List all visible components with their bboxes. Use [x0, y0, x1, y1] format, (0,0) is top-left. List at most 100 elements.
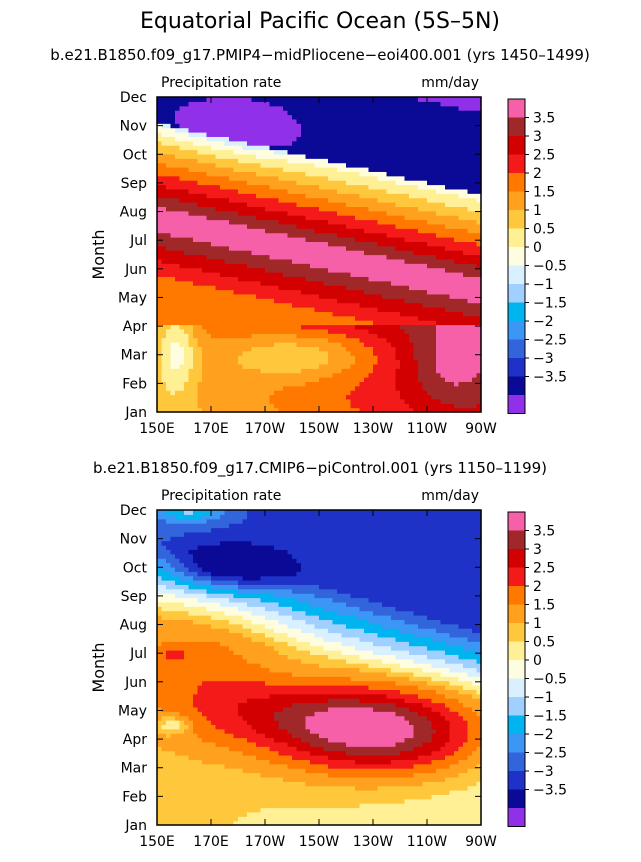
heatmap-cell	[377, 140, 383, 146]
heatmap-cell	[467, 328, 473, 334]
heatmap-cell	[386, 241, 392, 247]
heatmap-cell	[328, 171, 334, 177]
heatmap-cell	[445, 136, 451, 142]
heatmap-cell	[242, 293, 248, 299]
heatmap-cell	[386, 167, 392, 172]
heatmap-cell	[256, 184, 262, 190]
heatmap-cell	[305, 206, 311, 212]
heatmap-cell	[193, 381, 199, 387]
heatmap-cell	[440, 180, 446, 186]
heatmap-cell	[368, 355, 374, 361]
heatmap-cell	[359, 184, 365, 190]
heatmap-cell	[310, 307, 316, 312]
heatmap-cell	[427, 127, 433, 133]
heatmap-cell	[220, 328, 226, 334]
heatmap-cell	[449, 210, 455, 216]
heatmap-cell	[175, 315, 181, 321]
heatmap-cell	[301, 180, 307, 186]
heatmap-cell	[328, 118, 334, 124]
heatmap-cell	[436, 258, 442, 264]
heatmap-cell	[445, 228, 451, 234]
heatmap-cell	[463, 167, 469, 172]
heatmap-cell	[220, 206, 226, 212]
heatmap-cell	[314, 320, 320, 326]
heatmap-cell	[413, 368, 419, 374]
heatmap-cell	[337, 206, 343, 212]
heatmap-cell	[197, 355, 203, 361]
heatmap-cell	[431, 180, 437, 186]
heatmap-cell	[238, 276, 244, 282]
heatmap-cell	[188, 202, 194, 207]
heatmap-cell	[395, 118, 401, 124]
heatmap-cell	[323, 381, 329, 387]
heatmap-cell	[386, 202, 392, 207]
heatmap-cell	[431, 215, 437, 221]
heatmap-cell	[382, 210, 388, 216]
heatmap-cell	[368, 302, 374, 308]
heatmap-cell	[283, 289, 289, 295]
heatmap-cell	[382, 215, 388, 221]
heatmap-cell	[386, 97, 392, 102]
heatmap-cell	[184, 328, 190, 334]
heatmap-cell	[193, 101, 199, 107]
heatmap-cell	[377, 372, 383, 378]
heatmap-cell	[283, 193, 289, 199]
heatmap-cell	[341, 381, 347, 387]
heatmap-cell	[305, 258, 311, 264]
heatmap-cell	[368, 215, 374, 221]
heatmap-cell	[355, 153, 361, 159]
heatmap-cell	[274, 237, 280, 242]
heatmap-cell	[454, 153, 460, 159]
heatmap-cell	[400, 110, 406, 116]
heatmap-cell	[265, 101, 271, 107]
heatmap-cell	[467, 350, 473, 356]
heatmap-cell	[364, 403, 370, 409]
heatmap-cell	[377, 101, 383, 107]
heatmap-cell	[341, 324, 347, 330]
heatmap-cell	[170, 333, 176, 339]
heatmap-cell	[449, 97, 455, 102]
heatmap-cell	[256, 101, 262, 107]
heatmap-cell	[256, 342, 262, 347]
heatmap-cell	[206, 263, 212, 269]
heatmap-cell	[256, 363, 262, 369]
heatmap-cell	[346, 153, 352, 159]
heatmap-cell	[454, 403, 460, 409]
heatmap-cell	[170, 381, 176, 387]
heatmap-cell	[166, 206, 172, 212]
heatmap-cell	[395, 320, 401, 326]
heatmap-cell	[184, 206, 190, 212]
heatmap-cell	[427, 237, 433, 242]
heatmap-cell	[310, 403, 316, 409]
heatmap-cell	[377, 298, 383, 304]
heatmap-cell	[328, 390, 334, 396]
heatmap-cell	[287, 145, 293, 151]
heatmap-cell	[323, 258, 329, 264]
heatmap-cell	[418, 398, 424, 404]
heatmap-cell	[224, 188, 230, 194]
heatmap-cell	[445, 162, 451, 168]
heatmap-cell	[418, 363, 424, 369]
heatmap-cell	[193, 158, 199, 164]
heatmap-cell	[206, 114, 212, 120]
heatmap-cell	[206, 250, 212, 256]
heatmap-cell	[157, 337, 163, 343]
heatmap-cell	[350, 114, 356, 120]
heatmap-cell	[202, 394, 208, 400]
heatmap-cell	[301, 210, 307, 216]
heatmap-cell	[436, 263, 442, 269]
heatmap-cell	[319, 398, 325, 404]
heatmap-cell	[166, 97, 172, 102]
heatmap-cell	[368, 368, 374, 374]
heatmap-cell	[242, 302, 248, 308]
heatmap-cell	[175, 123, 181, 129]
heatmap-cell	[233, 140, 239, 146]
heatmap-cell	[296, 359, 302, 365]
heatmap-cell	[355, 171, 361, 177]
heatmap-cell	[157, 149, 163, 155]
heatmap-cell	[242, 272, 248, 277]
heatmap-cell	[220, 167, 226, 172]
heatmap-cell	[301, 123, 307, 129]
heatmap-cell	[458, 377, 464, 382]
heatmap-cell	[449, 276, 455, 282]
